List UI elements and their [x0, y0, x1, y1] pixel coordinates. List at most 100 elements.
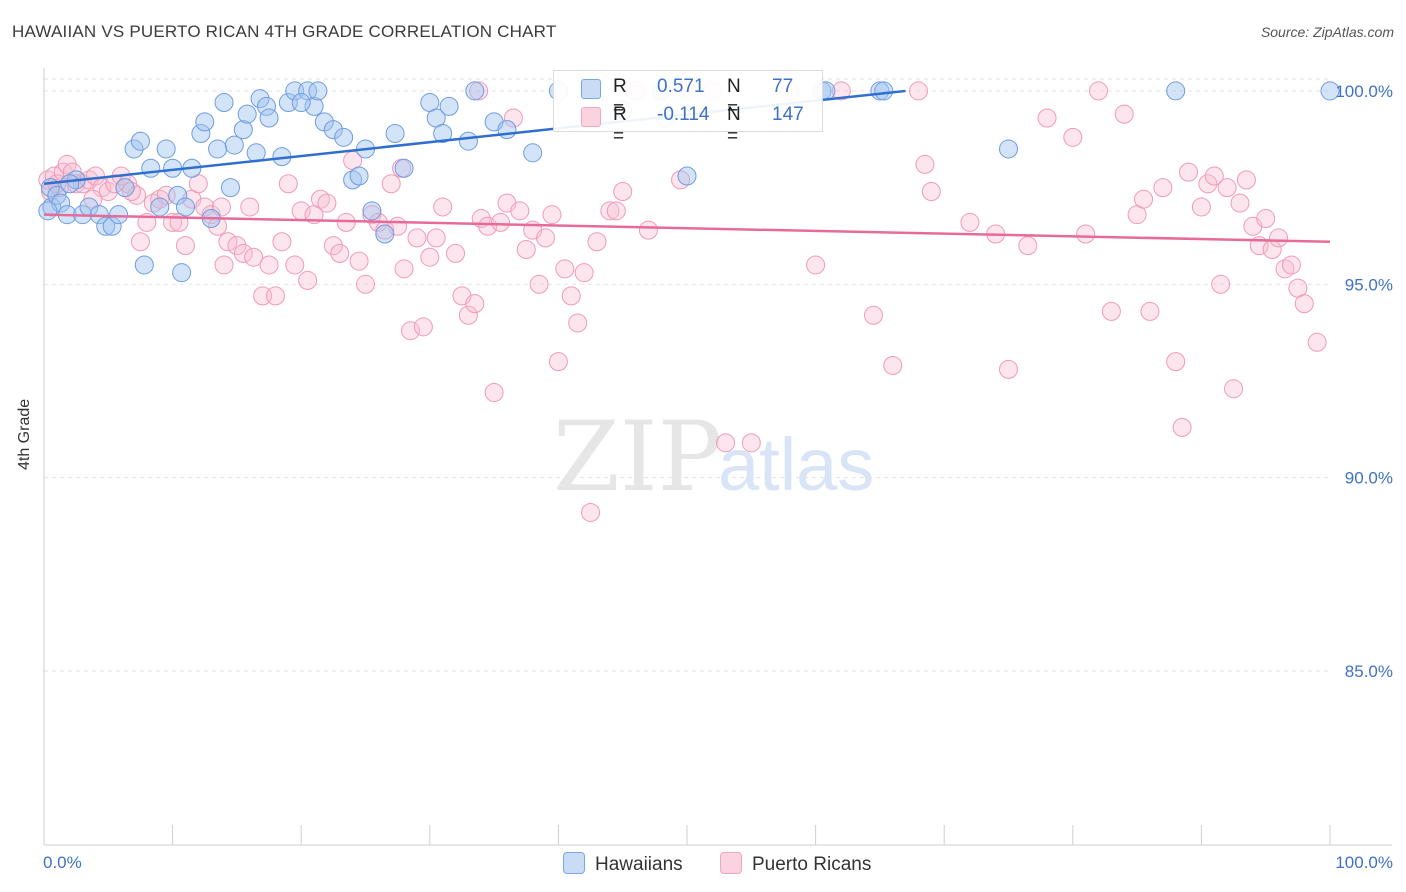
puerto-ricans-point — [1037, 108, 1057, 128]
puerto-ricans-point — [1134, 189, 1154, 209]
puerto-ricans-point — [516, 239, 536, 259]
y-tick-label: 100.0% — [1335, 82, 1393, 101]
puerto-ricans-point — [1191, 197, 1211, 217]
puerto-ricans-point — [413, 317, 433, 337]
puerto-ricans-point — [510, 201, 530, 221]
puerto-ricans-point — [349, 251, 369, 271]
puerto-ricans-point — [915, 154, 935, 174]
puerto-ricans-point — [600, 201, 620, 221]
hawaiians-point — [349, 166, 369, 186]
y-tick-label: 85.0% — [1345, 662, 1393, 681]
puerto-ricans-point — [491, 212, 511, 232]
hawaiians-point — [168, 185, 188, 205]
points-layer — [38, 81, 1340, 522]
puerto-ricans-point — [1211, 274, 1231, 294]
r-value: -0.114 — [657, 104, 710, 125]
puerto-ricans-point — [130, 232, 150, 252]
puerto-ricans-point — [244, 247, 264, 267]
puerto-ricans-point — [1230, 193, 1250, 213]
puerto-ricans-swatch — [581, 107, 601, 127]
puerto-ricans-point — [323, 236, 343, 256]
hawaiians-point — [175, 197, 195, 217]
legend-item-puerto-ricans: Puerto Ricans — [720, 852, 871, 876]
puerto-ricans-point — [1172, 417, 1192, 437]
puerto-ricans-point — [227, 236, 247, 256]
puerto-ricans-point — [1063, 127, 1083, 147]
hawaiians-point — [362, 201, 382, 221]
hawaiians-point — [465, 81, 485, 101]
hawaiians-point — [195, 112, 215, 132]
puerto-ricans-point — [233, 243, 253, 263]
hawaiians-point — [224, 135, 244, 155]
puerto-ricans-point — [1076, 224, 1096, 244]
puerto-ricans-point — [446, 243, 466, 263]
puerto-ricans-point — [156, 185, 176, 205]
puerto-ricans-point — [381, 174, 401, 194]
r-label: R = — [613, 76, 627, 119]
puerto-ricans-point — [259, 255, 279, 275]
puerto-ricans-point — [960, 212, 980, 232]
puerto-ricans-point — [195, 197, 215, 217]
puerto-ricans-point — [218, 232, 238, 252]
puerto-ricans-point — [214, 255, 234, 275]
hawaiians-point — [1166, 81, 1186, 101]
puerto-ricans-point — [548, 352, 568, 372]
hawaiians-legend-swatch — [563, 852, 585, 874]
source-label: Source: ZipAtlas.com — [1260, 24, 1394, 40]
puerto-ricans-point — [606, 201, 626, 221]
n-label: N = — [727, 76, 741, 119]
hawaiians-point — [115, 178, 135, 198]
n-value: 147 — [772, 104, 804, 125]
y-tick-labels: 85.0% 90.0% 95.0% 100.0% — [1335, 82, 1393, 681]
puerto-ricans-point — [1204, 166, 1224, 186]
x-tick-label-max: 100.0% — [1335, 853, 1393, 872]
puerto-ricans-point — [908, 81, 928, 101]
puerto-ricans-point — [638, 220, 658, 240]
puerto-ricans-point — [356, 274, 375, 294]
puerto-ricans-point — [1236, 170, 1256, 190]
puerto-ricans-point — [420, 247, 440, 267]
legend-label: Puerto Ricans — [752, 854, 872, 875]
hawaiians-point — [220, 178, 240, 198]
hawaiians-point — [999, 139, 1018, 159]
hawaiians-point — [439, 96, 459, 116]
puerto-ricans-point — [503, 108, 523, 128]
puerto-ricans-trend-line — [43, 213, 1331, 243]
puerto-ricans-point — [613, 181, 633, 201]
hawaiians-point — [96, 216, 116, 236]
hawaiians-point — [141, 158, 161, 178]
puerto-ricans-point — [1114, 104, 1134, 124]
hawaiians-point — [150, 197, 170, 217]
puerto-ricans-point — [240, 197, 260, 217]
r-value: 0.571 — [657, 76, 705, 97]
hawaiians-point — [60, 174, 80, 194]
hawaiians-point — [523, 143, 543, 163]
puerto-ricans-point — [458, 305, 478, 325]
puerto-ricans-point — [407, 228, 427, 248]
puerto-ricans-point — [587, 232, 607, 252]
puerto-ricans-point — [433, 197, 453, 217]
puerto-ricans-point — [1294, 294, 1314, 314]
puerto-ricans-point — [1101, 301, 1121, 321]
puerto-ricans-point — [127, 185, 147, 205]
hawaiians-point — [38, 201, 58, 221]
hawaiians-point — [308, 81, 328, 101]
hawaiians-point — [214, 93, 234, 113]
puerto-ricans-point — [394, 259, 414, 279]
puerto-ricans-point — [298, 270, 318, 290]
legend-item-hawaiians: Hawaiians — [563, 852, 683, 876]
puerto-ricans-point — [806, 255, 826, 275]
puerto-ricans-point — [1018, 236, 1038, 256]
x-tick-label-min: 0.0% — [43, 853, 82, 872]
puerto-ricans-point — [831, 81, 851, 101]
puerto-ricans-point — [921, 181, 941, 201]
puerto-ricans-point — [1166, 352, 1186, 372]
puerto-ricans-point — [529, 274, 549, 294]
puerto-ricans-point — [478, 216, 498, 236]
watermark-atlas: atlas — [718, 423, 874, 506]
puerto-ricans-point — [285, 255, 305, 275]
y-tick-label: 90.0% — [1345, 469, 1393, 488]
n-value: 77 — [772, 76, 794, 97]
